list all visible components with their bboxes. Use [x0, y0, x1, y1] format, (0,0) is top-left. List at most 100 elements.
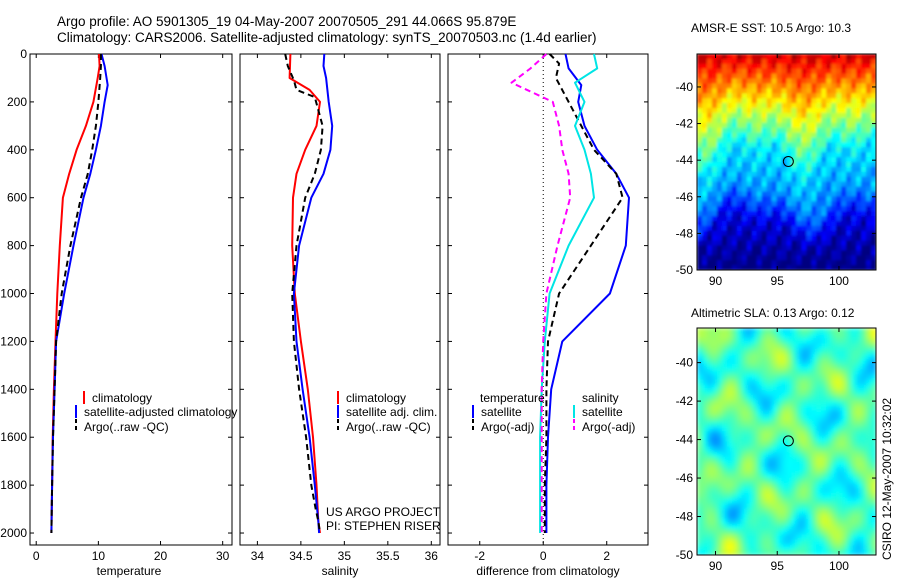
- heatmap-cell: [776, 451, 783, 458]
- heatmap-cell: [831, 426, 837, 432]
- y-tick-label: 1200: [0, 334, 27, 348]
- heatmap-cell: [861, 529, 867, 535]
- heatmap-cell: [741, 181, 748, 188]
- heatmap-cell: [721, 211, 728, 217]
- heatmap-cell: [716, 171, 723, 178]
- heatmap-cell: [756, 63, 763, 70]
- heatmap-cell: [706, 456, 713, 463]
- heatmap-cell: [861, 83, 867, 89]
- heatmap-cell: [726, 503, 733, 510]
- heatmap-cell: [711, 400, 718, 406]
- heatmap-cell: [741, 348, 748, 355]
- heatmap-cell: [751, 477, 758, 484]
- heatmap-cell: [801, 73, 807, 80]
- heatmap-cell: [701, 487, 708, 494]
- heatmap-cell: [851, 369, 857, 376]
- heatmap-cell: [821, 68, 827, 75]
- heatmap-cell: [726, 369, 733, 376]
- heatmap-cell: [801, 225, 807, 232]
- heatmap-cell: [701, 171, 708, 178]
- heatmap-cell: [781, 260, 788, 266]
- heatmap-cell: [836, 127, 842, 134]
- heatmap-cell: [836, 250, 842, 256]
- heatmap-cell: [851, 196, 857, 202]
- heatmap-cell: [786, 245, 793, 251]
- heatmap-cell: [711, 436, 718, 443]
- legend-title-temperature: temperature: [480, 391, 545, 405]
- heatmap-cell: [726, 250, 733, 256]
- heatmap-cell: [751, 524, 758, 530]
- heatmap-cell: [816, 265, 822, 270]
- heatmap-cell: [761, 503, 768, 510]
- heatmap-cell: [866, 539, 872, 546]
- heatmap-cell: [736, 472, 743, 479]
- heatmap-cell: [771, 166, 778, 173]
- heatmap-cell: [761, 384, 768, 391]
- heatmap-cell: [796, 127, 803, 134]
- heatmap-cell: [856, 405, 862, 412]
- heatmap-cell: [811, 171, 817, 178]
- heatmap-cell: [766, 68, 773, 75]
- heatmap-cell: [721, 58, 728, 65]
- heatmap-cell: [806, 166, 812, 173]
- heatmap-cell: [751, 63, 758, 70]
- heatmap-cell: [701, 191, 708, 197]
- heatmap-cell: [697, 191, 703, 197]
- heatmap-cell: [726, 420, 733, 427]
- heatmap-cell: [741, 73, 748, 80]
- heatmap-cell: [766, 63, 773, 70]
- heatmap-cell: [716, 539, 723, 546]
- heatmap-cell: [796, 181, 803, 188]
- heatmap-cell: [826, 132, 832, 139]
- heatmap-cell: [736, 493, 743, 499]
- heatmap-cell: [856, 230, 862, 237]
- heatmap-cell: [826, 544, 832, 551]
- heatmap-cell: [776, 549, 783, 555]
- heatmap-cell: [736, 524, 743, 530]
- heatmap-cell: [731, 157, 738, 163]
- heatmap-cell: [851, 108, 857, 114]
- heatmap-cell: [781, 112, 788, 119]
- heatmap-cell: [801, 328, 807, 334]
- heatmap-cell: [766, 477, 773, 484]
- x-tick-label: 90: [709, 559, 723, 573]
- heatmap-cell: [761, 482, 768, 489]
- heatmap-cell: [697, 395, 703, 401]
- heatmap-cell: [731, 477, 738, 484]
- heatmap-cell: [861, 73, 867, 80]
- heatmap-cell: [771, 389, 778, 396]
- heatmap-cell: [736, 157, 743, 163]
- heatmap-cell: [801, 83, 807, 89]
- heatmap-cell: [736, 73, 743, 80]
- heatmap-cell: [721, 400, 728, 406]
- y-tick-label: -42: [676, 394, 694, 408]
- heatmap-cell: [741, 245, 748, 251]
- heatmap-cell: [856, 152, 862, 158]
- heatmap-cell: [841, 353, 847, 360]
- heatmap-cell: [776, 503, 783, 510]
- heatmap-cell: [861, 395, 867, 401]
- heatmap-cell: [861, 456, 867, 463]
- heatmap-cell: [871, 171, 876, 178]
- heatmap-cell: [806, 63, 812, 70]
- heatmap-cell: [771, 436, 778, 443]
- heatmap-cell: [741, 420, 748, 427]
- heatmap-cell: [736, 374, 743, 381]
- heatmap-cell: [831, 235, 837, 242]
- heatmap-cell: [776, 493, 783, 499]
- heatmap-cell: [697, 108, 703, 114]
- heatmap-cell: [731, 539, 738, 546]
- heatmap-cell: [697, 127, 703, 134]
- heatmap-cell: [776, 487, 783, 494]
- heatmap-cell: [781, 225, 788, 232]
- heatmap-cell: [846, 240, 852, 247]
- heatmap-cell: [786, 389, 793, 396]
- heatmap-cell: [811, 196, 817, 202]
- heatmap-cell: [861, 446, 867, 453]
- heatmap-cell: [746, 343, 753, 350]
- heatmap-cell: [846, 88, 852, 94]
- heatmap-cell: [851, 166, 857, 173]
- heatmap-cell: [771, 260, 778, 266]
- heatmap-cell: [781, 211, 788, 217]
- heatmap-cell: [816, 410, 822, 417]
